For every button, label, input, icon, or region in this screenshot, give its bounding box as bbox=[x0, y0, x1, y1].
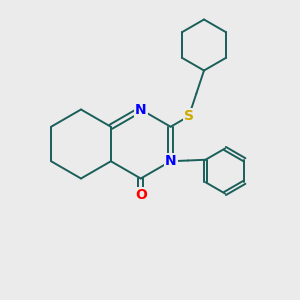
Text: O: O bbox=[135, 188, 147, 202]
Text: S: S bbox=[184, 109, 194, 123]
Text: N: N bbox=[135, 103, 147, 116]
Text: N: N bbox=[165, 154, 176, 168]
